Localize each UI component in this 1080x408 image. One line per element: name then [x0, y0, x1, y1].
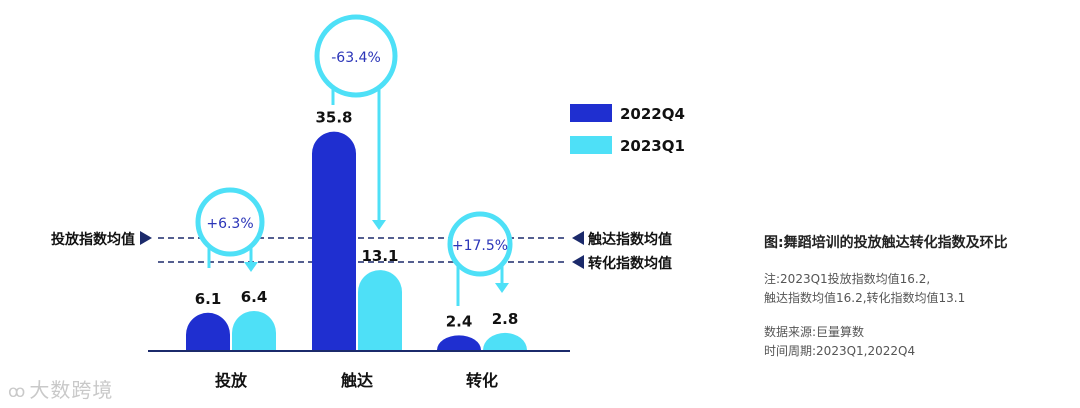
reference-marker-left — [140, 231, 152, 245]
data-label: 13.1 — [361, 247, 398, 265]
change-arrowhead — [244, 262, 258, 272]
reference-label-right: 转化指数均值 — [588, 255, 672, 272]
change-circle — [195, 187, 265, 257]
change-label: +6.3% — [206, 216, 253, 232]
data-label: 6.4 — [241, 288, 268, 306]
change-circle — [314, 14, 398, 98]
caption-note-line-2: 触达指数均值16.2,转化指数均值13.1 — [764, 291, 966, 305]
bar-2023Q1-投放 — [232, 310, 276, 350]
logo-icon: ꝏ — [8, 382, 27, 402]
x-tick-label: 投放 — [215, 371, 248, 390]
data-label: 2.4 — [446, 312, 473, 330]
change-arrowhead — [372, 220, 386, 230]
bar-2022Q4-投放 — [186, 312, 230, 350]
reference-label-left: 投放指数均值 — [51, 231, 135, 248]
legend-swatch-2023Q1 — [570, 136, 612, 154]
bar-2023Q1-触达 — [358, 270, 402, 350]
data-label: 2.8 — [492, 310, 519, 328]
legend-swatch-2022Q4 — [570, 104, 612, 122]
x-tick-label: 转化 — [466, 371, 498, 390]
reference-marker-right — [572, 231, 584, 245]
change-arrowhead — [495, 283, 509, 293]
change-label: +17.5% — [452, 238, 508, 254]
watermark-logo: ꝏ 大数跨境 — [8, 374, 113, 403]
watermark-text: 大数跨境 — [29, 378, 114, 402]
x-tick-label: 触达 — [340, 371, 373, 390]
data-label: 35.8 — [315, 109, 352, 127]
bar-2022Q4-转化 — [437, 335, 481, 350]
caption-note-line-1: 注:2023Q1投放指数均值16.2, — [764, 272, 931, 286]
change-label: -63.4% — [331, 50, 381, 66]
caption-source: 数据来源:巨量算数 — [764, 325, 865, 339]
reference-marker-right — [572, 255, 584, 269]
legend-label: 2022Q4 — [620, 105, 685, 123]
legend-label: 2023Q1 — [620, 137, 685, 155]
chart-caption: 图:舞蹈培训的投放触达转化指数及环比 注:2023Q1投放指数均值16.2, 触… — [764, 232, 1064, 361]
bar-2022Q4-触达 — [312, 131, 356, 350]
caption-title: 图:舞蹈培训的投放触达转化指数及环比 — [764, 235, 1008, 251]
caption-period: 时间周期:2023Q1,2022Q4 — [764, 344, 916, 358]
data-label: 6.1 — [195, 290, 222, 308]
reference-label-right: 触达指数均值 — [587, 231, 672, 248]
bar-2023Q1-转化 — [483, 332, 527, 350]
change-circle — [447, 211, 513, 277]
